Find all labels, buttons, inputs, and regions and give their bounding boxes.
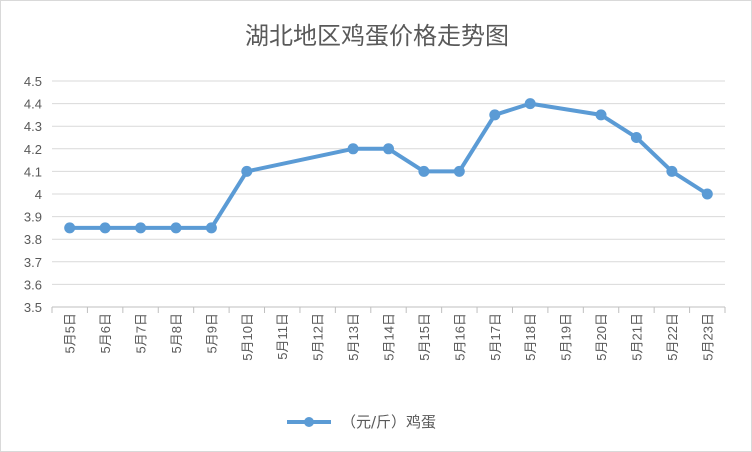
- data-point[interactable]: [170, 222, 182, 234]
- x-tick-label: 5月6日: [98, 313, 113, 353]
- y-tick-label: 3.9: [24, 210, 42, 225]
- x-tick-label: 5月7日: [134, 313, 149, 353]
- legend-label: （元/斤）鸡蛋: [341, 413, 436, 431]
- data-point[interactable]: [524, 98, 536, 110]
- data-point[interactable]: [630, 132, 642, 143]
- y-tick-label: 4.3: [24, 119, 42, 134]
- y-tick-label: 4.5: [24, 74, 42, 89]
- x-tick-label: 5月21日: [629, 313, 644, 361]
- data-point[interactable]: [64, 222, 76, 234]
- x-tick-label: 5月17日: [488, 313, 503, 361]
- x-tick-label: 5月22日: [665, 313, 680, 361]
- data-point[interactable]: [135, 222, 147, 234]
- data-point[interactable]: [666, 165, 678, 177]
- data-point[interactable]: [489, 109, 501, 121]
- y-tick-label: 4.4: [24, 97, 42, 112]
- x-tick-label: 5月19日: [559, 313, 574, 361]
- data-point[interactable]: [595, 109, 607, 121]
- x-tick-label: 5月18日: [523, 313, 538, 361]
- x-tick-label: 5月14日: [382, 313, 397, 361]
- x-tick-label: 5月15日: [417, 313, 432, 361]
- x-tick-label: 5月10日: [240, 313, 255, 361]
- axis-layer: 3.5 3.6 3.7 3.8 3.9 4 4.1 4.2 4.3 4.4 4.5 5月5日 5月6日 5…: [24, 74, 726, 361]
- x-tick-label: 5月13日: [346, 313, 361, 361]
- x-tick-label: 5月9日: [204, 313, 219, 353]
- x-tick-label: 5月8日: [169, 313, 184, 353]
- data-point[interactable]: [205, 222, 217, 234]
- data-point[interactable]: [701, 188, 713, 200]
- y-tick-label: 3.5: [24, 300, 42, 315]
- series-line: [67, 101, 710, 230]
- legend-dot-marker: [304, 417, 314, 427]
- data-point[interactable]: [453, 165, 465, 177]
- y-tick-label: 4.2: [24, 142, 42, 157]
- x-tick-label: 5月12日: [311, 313, 326, 361]
- x-tick-label: 5月16日: [452, 313, 467, 361]
- x-tick-label: 5月20日: [594, 313, 609, 361]
- x-tick-label: 5月11日: [275, 313, 290, 360]
- chart-title: 湖北地区鸡蛋价格走势图: [245, 22, 509, 50]
- y-tick-label: 3.7: [24, 255, 42, 270]
- data-point[interactable]: [99, 222, 111, 234]
- y-tick-label: 4.1: [24, 164, 42, 179]
- x-tick-label: 5月23日: [700, 313, 715, 361]
- data-point[interactable]: [241, 165, 253, 177]
- y-tick-label: 3.6: [24, 277, 42, 292]
- x-tick-label: 5月5日: [63, 313, 78, 353]
- y-tick-label: 3.8: [24, 232, 42, 247]
- series-layer: [64, 98, 713, 234]
- data-point[interactable]: [418, 165, 430, 177]
- y-tick-label: 4: [35, 187, 42, 202]
- grid-layer: [52, 80, 725, 308]
- data-point[interactable]: [347, 143, 359, 155]
- legend[interactable]: （元/斤）鸡蛋: [287, 413, 436, 431]
- data-point[interactable]: [383, 143, 394, 155]
